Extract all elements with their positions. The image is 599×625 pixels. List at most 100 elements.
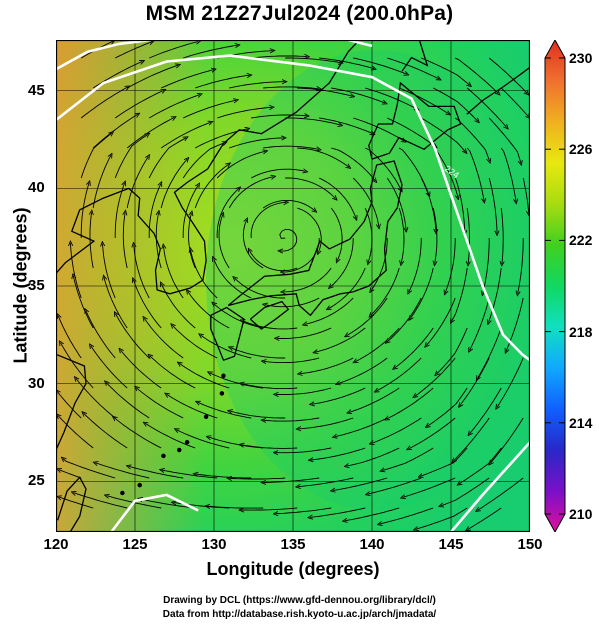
streamline (71, 243, 82, 299)
streamline (195, 474, 252, 479)
streamline (466, 147, 484, 201)
streamline (194, 129, 247, 149)
streamline (218, 215, 230, 269)
streamline (319, 117, 373, 134)
colorbar-label: 222 (569, 232, 593, 249)
contour-line (450, 441, 530, 532)
streamline (330, 237, 354, 287)
island (219, 391, 225, 396)
streamlines (57, 41, 529, 529)
streamline (394, 327, 434, 368)
streamline (398, 207, 405, 263)
streamline (305, 297, 354, 324)
streamline (518, 238, 524, 294)
streamline (216, 151, 265, 179)
contour-line (110, 493, 199, 532)
streamline (488, 57, 527, 93)
streamline (106, 382, 150, 419)
streamline (297, 207, 322, 253)
streamline (91, 346, 128, 389)
x-tick-label: 135 (280, 536, 306, 553)
streamline (387, 117, 435, 147)
streamline (263, 477, 320, 483)
streamline (95, 463, 150, 479)
colorbar (544, 40, 566, 532)
island (120, 490, 125, 496)
contour-line (56, 54, 530, 362)
x-axis-label: Longitude (degrees) (206, 559, 380, 579)
streamline (241, 508, 298, 510)
streamline (148, 138, 186, 179)
streamline (488, 117, 521, 163)
map-panel: 224 (56, 40, 530, 532)
streamline (410, 267, 434, 319)
streamline (73, 493, 128, 509)
streamline (58, 416, 94, 449)
coastline (56, 353, 87, 451)
chart-title: MSM 21Z27Jul2024 (200.0hPa) (145, 2, 454, 25)
streamline (387, 387, 434, 419)
island (161, 453, 166, 459)
streamline (148, 184, 161, 238)
y-tick-label: 45 (28, 81, 45, 99)
x-tick-label: 130 (201, 536, 227, 553)
streamline (500, 147, 516, 202)
streamline (355, 327, 400, 362)
streamline (382, 447, 434, 471)
streamline (338, 357, 388, 384)
streamline (59, 497, 94, 509)
streamline (172, 325, 218, 359)
streamline (469, 387, 502, 434)
streamline (298, 477, 354, 487)
coastline (128, 143, 225, 295)
streamline (80, 183, 89, 238)
streamline (231, 348, 286, 359)
island (203, 414, 209, 420)
streamline (415, 357, 456, 396)
x-tick-label: 120 (43, 536, 69, 553)
streamline (420, 177, 436, 232)
streamline (452, 267, 468, 321)
streamline (63, 459, 116, 479)
streamline (114, 418, 162, 449)
streamline (80, 87, 128, 119)
streamline (179, 363, 230, 389)
coastline (56, 476, 87, 532)
x-tick-label: 145 (438, 536, 464, 553)
streamline (298, 417, 354, 429)
streamline (371, 417, 422, 443)
streamline (311, 447, 366, 460)
streamline (160, 122, 211, 149)
streamline (114, 183, 124, 238)
coastline (56, 187, 129, 275)
streamline (319, 57, 374, 69)
streamline (84, 413, 128, 449)
streamline (194, 164, 229, 209)
streamline (90, 212, 93, 269)
streamline (183, 100, 236, 119)
streamline (58, 316, 82, 359)
streamline (126, 65, 178, 89)
coastline (223, 40, 360, 144)
streamline (497, 357, 524, 407)
map-frame (56, 40, 530, 532)
streamline (483, 238, 490, 294)
streamline (488, 177, 497, 233)
streamline (285, 57, 341, 63)
streamline (432, 147, 458, 198)
streamline (242, 384, 298, 390)
streamline (228, 177, 273, 209)
streamline (183, 45, 238, 59)
streamline (129, 466, 184, 479)
streamline (420, 447, 468, 476)
y-tick-label: 35 (28, 277, 45, 294)
colorbar-label: 210 (569, 506, 593, 522)
streamline (140, 499, 196, 509)
streamline (300, 357, 354, 374)
streamline (365, 147, 401, 190)
streamline (191, 250, 218, 299)
colorbar-label: 230 (569, 50, 593, 66)
graticule (56, 40, 530, 532)
x-tick-label: 125 (122, 536, 148, 553)
streamline (352, 177, 379, 227)
